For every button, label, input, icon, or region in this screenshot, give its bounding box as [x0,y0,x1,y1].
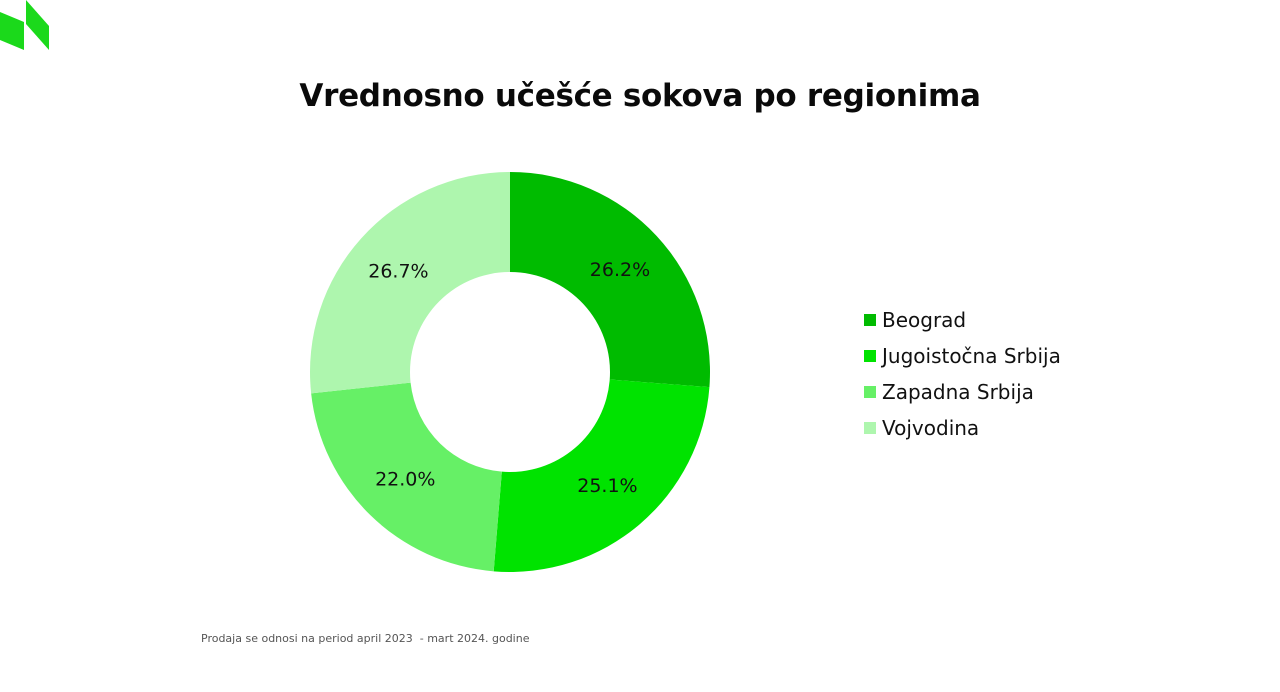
slice-jugoisto-na-srbija [493,379,710,572]
legend-swatch [864,422,876,434]
slice-label: 25.1% [577,475,637,497]
legend-swatch [864,386,876,398]
legend-label: Jugoistočna Srbija [882,344,1061,368]
slice-label: 22.0% [375,468,435,490]
legend-swatch [864,314,876,326]
chart-legend: Beograd Jugoistočna Srbija Zapadna Srbija V… [864,302,1061,446]
slice-label: 26.7% [368,261,428,283]
legend-label: Beograd [882,308,967,332]
slice-label: 26.2% [590,259,650,281]
slice-zapadna-srbija [311,382,502,572]
brand-logo-icon [0,0,49,50]
legend-swatch [864,350,876,362]
chart-title: Vrednosno učešće sokova po regionima [299,78,981,114]
slice-vojvodina [310,172,510,394]
legend-label: Zapadna Srbija [882,380,1034,404]
footnote: Prodaja se odnosi na period april 2023 -… [201,632,530,645]
legend-item: Vojvodina [864,410,1061,446]
legend-item: Zapadna Srbija [864,374,1061,410]
donut-chart: 26.2% 25.1% 22.0% 26.7% [310,172,710,572]
legend-item: Jugoistočna Srbija [864,338,1061,374]
legend-item: Beograd [864,302,1061,338]
legend-label: Vojvodina [882,416,980,440]
slice-beograd [510,172,710,388]
